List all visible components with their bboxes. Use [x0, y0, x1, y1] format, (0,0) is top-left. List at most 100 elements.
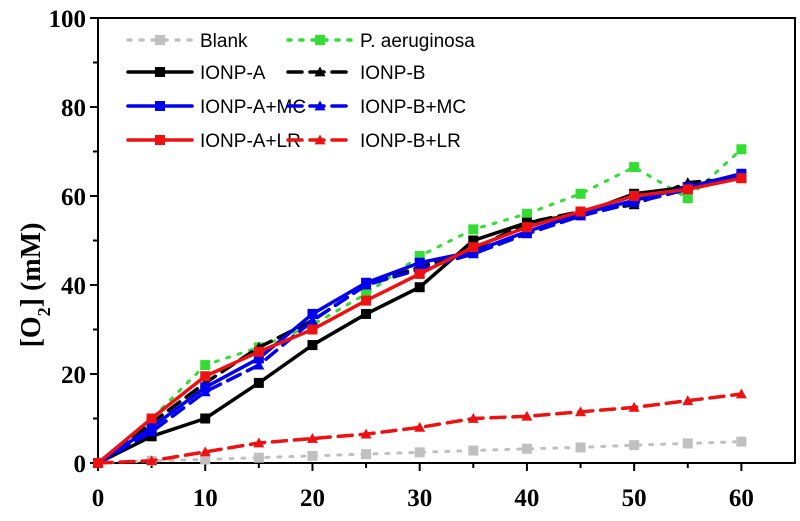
- data-point: [306, 433, 318, 443]
- data-point: [307, 324, 318, 335]
- data-point: [736, 173, 747, 184]
- data-point: [736, 436, 747, 447]
- legend-label: IONP-B: [360, 63, 425, 84]
- legend-item: IONP-A+MC: [126, 97, 306, 118]
- x-tick-label: 60: [729, 485, 754, 512]
- data-point: [92, 457, 104, 468]
- x-tick-label: 40: [514, 485, 539, 512]
- data-point: [682, 438, 693, 449]
- data-point: [253, 452, 264, 463]
- legend-item: Blank: [126, 31, 248, 52]
- data-point: [146, 426, 158, 437]
- y-tick-label: 0: [74, 451, 87, 478]
- data-point: [575, 206, 586, 217]
- data-point: [682, 184, 693, 195]
- data-point: [361, 288, 372, 299]
- y-tick-label: 80: [61, 95, 86, 122]
- plot-frame: [97, 17, 796, 464]
- legend-swatch-marker: [155, 135, 165, 145]
- legend: Blank P. aeruginosa IONP-A IONP-B IONP-A+MC I…: [126, 31, 475, 152]
- data-point: [307, 340, 318, 351]
- data-point: [253, 359, 265, 370]
- data-point: [360, 279, 372, 290]
- data-point: [629, 440, 640, 451]
- data-point: [521, 410, 533, 421]
- data-point: [199, 386, 211, 397]
- legend-item: IONP-A+LR: [126, 131, 301, 152]
- data-point: [253, 377, 264, 388]
- legend-label: IONP-B+MC: [360, 97, 466, 118]
- y-tick-label: 20: [61, 362, 86, 389]
- legend-swatch-marker: [315, 35, 325, 45]
- data-point: [468, 224, 479, 235]
- x-tick-label: 10: [193, 485, 218, 512]
- x-tick-label: 50: [622, 485, 647, 512]
- data-point: [628, 197, 640, 208]
- data-point: [682, 395, 694, 406]
- data-point: [361, 295, 372, 306]
- data-point: [575, 188, 586, 199]
- legend-label: IONP-A+LR: [200, 131, 301, 152]
- data-point: [200, 371, 211, 382]
- data-point: [414, 257, 425, 268]
- y-tick-label: 60: [61, 184, 86, 211]
- data-point: [682, 193, 693, 204]
- data-point: [200, 360, 211, 371]
- x-tick-label: 30: [407, 485, 432, 512]
- y-axis-title: [O2] (mM): [16, 223, 54, 348]
- data-point: [306, 315, 318, 325]
- data-point: [575, 442, 586, 453]
- data-point: [360, 428, 372, 439]
- y-tick-label: 100: [49, 6, 87, 33]
- data-point: [253, 437, 265, 448]
- x-tick-label: 20: [300, 485, 325, 512]
- legend-swatch-marker: [155, 101, 165, 111]
- data-point: [468, 242, 479, 253]
- series-layer: [92, 144, 747, 468]
- data-point: [735, 388, 747, 399]
- legend-item: IONP-A: [126, 63, 266, 84]
- data-point: [521, 208, 532, 219]
- data-point: [629, 191, 640, 201]
- series-line: [96, 172, 744, 465]
- series-line: [96, 174, 744, 465]
- legend-label: IONP-A+MC: [200, 97, 306, 118]
- legend-swatch-marker: [314, 100, 326, 111]
- x-tick-label: 0: [92, 485, 105, 512]
- legend-item: IONP-B+LR: [286, 131, 461, 152]
- data-point: [575, 406, 587, 417]
- data-point: [414, 421, 426, 432]
- data-point: [414, 282, 425, 293]
- data-point: [146, 413, 157, 424]
- data-point: [467, 413, 479, 423]
- data-point: [414, 251, 425, 262]
- data-point: [521, 443, 532, 454]
- legend-item: IONP-B: [286, 63, 425, 84]
- data-point: [253, 346, 264, 357]
- data-point: [146, 455, 158, 466]
- data-point: [199, 446, 211, 457]
- legend-swatch-marker: [155, 35, 165, 45]
- data-point: [414, 268, 425, 279]
- legend-swatch-marker: [155, 67, 165, 77]
- data-point: [361, 308, 372, 319]
- y-tick-label: 40: [61, 273, 86, 300]
- legend-label: IONP-B+LR: [360, 131, 461, 152]
- data-point: [468, 235, 479, 246]
- legend-swatch-marker: [314, 66, 326, 77]
- data-point: [414, 447, 425, 458]
- legend-label: IONP-A: [200, 63, 266, 84]
- data-point: [628, 401, 640, 412]
- data-point: [253, 353, 264, 364]
- data-point: [200, 413, 211, 424]
- legend-item: IONP-B+MC: [286, 97, 466, 118]
- series-line: [96, 174, 744, 465]
- data-point: [467, 248, 479, 259]
- data-point: [521, 222, 532, 233]
- legend-item: P. aeruginosa: [286, 31, 475, 52]
- data-point: [307, 308, 318, 319]
- data-point: [307, 450, 318, 461]
- axes: 0 10 20 30 40 50 60 0 20 40 60 80 100: [49, 6, 754, 512]
- data-point: [146, 431, 157, 442]
